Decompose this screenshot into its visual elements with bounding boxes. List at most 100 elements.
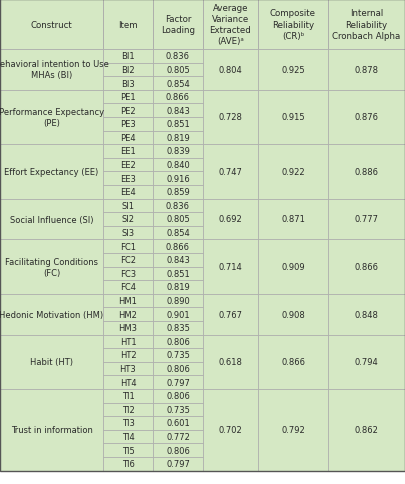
Text: TI6: TI6 [122, 459, 134, 469]
Bar [153, 158, 203, 172]
Bar [103, 416, 153, 430]
Text: Habit (HT): Habit (HT) [30, 358, 73, 366]
Text: 0.908: 0.908 [281, 310, 305, 319]
Bar [203, 294, 258, 335]
Text: 0.840: 0.840 [166, 161, 190, 170]
Bar [258, 389, 328, 470]
Text: Facilitating Conditions
(FC): Facilitating Conditions (FC) [5, 257, 98, 277]
Text: 0.915: 0.915 [281, 113, 305, 122]
Text: EE2: EE2 [120, 161, 136, 170]
Text: 0.777: 0.777 [354, 215, 379, 224]
Bar [103, 104, 153, 118]
Bar [103, 158, 153, 172]
Bar [328, 91, 405, 145]
Bar [203, 240, 258, 294]
Text: 0.836: 0.836 [166, 201, 190, 211]
Text: EE4: EE4 [120, 188, 136, 197]
Bar [153, 227, 203, 240]
Text: 0.854: 0.854 [166, 79, 190, 88]
Text: 0.848: 0.848 [354, 310, 378, 319]
Text: PE1: PE1 [120, 93, 136, 102]
Text: 0.835: 0.835 [166, 324, 190, 333]
Text: 0.618: 0.618 [219, 358, 243, 366]
Bar [153, 267, 203, 281]
Bar [153, 91, 203, 104]
Bar [153, 186, 203, 199]
Text: 0.839: 0.839 [166, 147, 190, 156]
Text: 0.728: 0.728 [219, 113, 243, 122]
Text: FC2: FC2 [120, 256, 136, 265]
Bar [153, 403, 203, 416]
Bar [103, 254, 153, 267]
Bar [153, 362, 203, 376]
Text: FC3: FC3 [120, 269, 136, 278]
Text: FC4: FC4 [120, 283, 136, 292]
Bar [258, 145, 328, 199]
Bar [0, 145, 103, 199]
Bar [0, 91, 103, 145]
Bar [103, 91, 153, 104]
Text: 0.859: 0.859 [166, 188, 190, 197]
Bar [103, 172, 153, 186]
Bar [103, 281, 153, 294]
Text: HM3: HM3 [119, 324, 138, 333]
Text: SI1: SI1 [122, 201, 134, 211]
Text: BI3: BI3 [121, 79, 135, 88]
Bar [103, 213, 153, 227]
Bar [153, 321, 203, 335]
Text: Behavioral intention to Use
MHAs (BI): Behavioral intention to Use MHAs (BI) [0, 60, 109, 80]
Text: PE3: PE3 [120, 120, 136, 129]
Bar [328, 199, 405, 240]
Text: 0.916: 0.916 [166, 174, 190, 183]
Text: 0.871: 0.871 [281, 215, 305, 224]
Text: 0.714: 0.714 [219, 262, 242, 272]
Text: 0.747: 0.747 [219, 167, 243, 177]
Bar [0, 240, 103, 294]
Bar [0, 335, 103, 389]
Text: 0.806: 0.806 [166, 337, 190, 346]
Bar [103, 145, 153, 158]
Bar [103, 186, 153, 199]
Bar [203, 199, 258, 240]
Bar [153, 77, 203, 91]
Bar [153, 281, 203, 294]
Text: Construct: Construct [31, 20, 72, 30]
Bar [258, 199, 328, 240]
Bar [258, 50, 328, 91]
Bar [258, 0, 328, 50]
Text: 0.836: 0.836 [166, 52, 190, 61]
Text: HM2: HM2 [119, 310, 137, 319]
Text: Performance Expectancy
(PE): Performance Expectancy (PE) [0, 108, 104, 128]
Text: Effort Expectancy (EE): Effort Expectancy (EE) [4, 167, 99, 177]
Bar [203, 0, 258, 50]
Bar [153, 145, 203, 158]
Text: TI3: TI3 [122, 419, 134, 428]
Text: 0.851: 0.851 [166, 120, 190, 129]
Bar [103, 118, 153, 131]
Text: FC1: FC1 [120, 242, 136, 251]
Text: Internal
Reliability
Cronbach Alpha: Internal Reliability Cronbach Alpha [333, 9, 401, 41]
Text: 0.901: 0.901 [166, 310, 190, 319]
Bar [103, 50, 153, 63]
Bar [258, 91, 328, 145]
Text: Hedonic Motivation (HM): Hedonic Motivation (HM) [0, 310, 104, 319]
Bar [103, 267, 153, 281]
Text: HT3: HT3 [119, 364, 136, 373]
Bar [103, 348, 153, 362]
Bar [153, 416, 203, 430]
Text: 0.794: 0.794 [355, 358, 378, 366]
Text: 0.851: 0.851 [166, 269, 190, 278]
Text: 0.804: 0.804 [219, 66, 242, 75]
Bar [153, 254, 203, 267]
Bar [103, 376, 153, 389]
Text: 0.805: 0.805 [166, 66, 190, 75]
Bar [203, 389, 258, 470]
Text: 0.909: 0.909 [281, 262, 305, 272]
Bar [0, 50, 103, 91]
Text: 0.886: 0.886 [354, 167, 379, 177]
Bar [103, 63, 153, 77]
Bar [103, 457, 153, 470]
Bar [203, 50, 258, 91]
Text: 0.878: 0.878 [354, 66, 379, 75]
Bar [103, 294, 153, 308]
